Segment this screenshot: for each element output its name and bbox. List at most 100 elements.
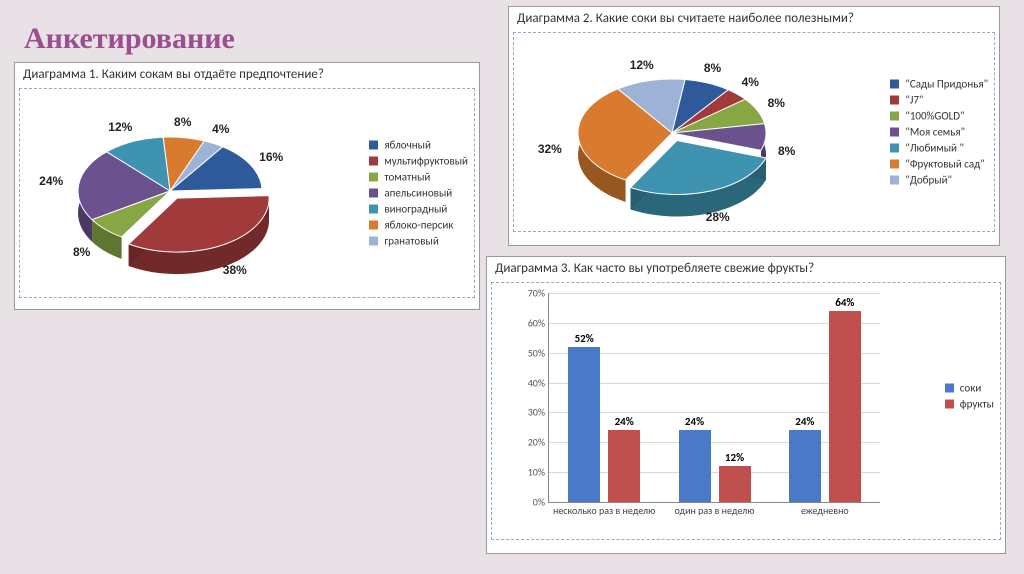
- legend-label: фрукты: [960, 397, 994, 410]
- legend-swatch: [369, 237, 378, 246]
- bar: 24%: [679, 430, 711, 502]
- pie-legend: яблочный мультифруктовый томатный апельсино…: [369, 136, 468, 251]
- chart2-panel: Диаграмма 2. Какие соки вы считаете наиб…: [508, 6, 1000, 246]
- legend-swatch: [890, 80, 899, 89]
- legend-label: мультифруктовый: [384, 155, 468, 168]
- legend-label: яблоко-персик: [384, 219, 453, 232]
- pie-percent-label: 12%: [630, 58, 654, 72]
- legend-item: гранатовый: [369, 235, 468, 248]
- ytick-label: 40%: [528, 376, 545, 389]
- legend-item: "Сады Придонья": [890, 78, 988, 91]
- pie-percent-label: 38%: [223, 263, 247, 277]
- chart2-title: Диаграмма 2. Какие соки вы считаете наиб…: [509, 7, 999, 28]
- pie-percent-label: 8%: [73, 245, 90, 259]
- bar-value-label: 12%: [725, 451, 744, 464]
- legend-label: гранатовый: [384, 235, 438, 248]
- xtick-label: ежедневно: [770, 502, 880, 516]
- legend-swatch: [369, 157, 378, 166]
- legend-swatch: [890, 144, 899, 153]
- pie-percent-label: 28%: [706, 210, 730, 224]
- bar-legend: соки фрукты: [945, 378, 994, 413]
- legend-swatch: [369, 221, 378, 230]
- legend-label: виноградный: [384, 203, 447, 216]
- legend-swatch: [890, 176, 899, 185]
- chart1-title: Диаграмма 1. Каким сокам вы отдаёте пред…: [15, 63, 479, 84]
- legend-swatch: [945, 383, 954, 392]
- legend-item: "J7": [890, 94, 988, 107]
- pie-percent-label: 4%: [742, 75, 759, 89]
- bar-value-label: 24%: [685, 415, 704, 428]
- pie-percent-label: 24%: [39, 174, 63, 188]
- legend-label: "100%GOLD": [905, 110, 964, 123]
- gridline: [549, 293, 880, 294]
- chart3-panel: Диаграмма 3. Как часто вы употребляете с…: [486, 256, 1006, 554]
- pie-percent-label: 8%: [768, 96, 785, 110]
- bar-value-label: 64%: [835, 296, 854, 309]
- ytick-label: 50%: [528, 346, 545, 359]
- chart2-box: 8% 4% 8% 8% 28% 32% 12% "Сады Придонья" "J7" "100…: [513, 32, 995, 232]
- legend-item: "Добрый": [890, 174, 988, 187]
- legend-label: яблочный: [384, 139, 431, 152]
- legend-item: "100%GOLD": [890, 110, 988, 123]
- legend-item: "Фруктовый сад": [890, 158, 988, 171]
- pie-percent-label: 8%: [778, 144, 795, 158]
- legend-label: соки: [960, 381, 982, 394]
- page-title: Анкетирование: [24, 22, 235, 56]
- bar-plot-area: 0%10%20%30%40%50%60%70%несколько раз в н…: [548, 293, 880, 503]
- legend-item: томатный: [369, 171, 468, 184]
- legend-swatch: [369, 205, 378, 214]
- bar-value-label: 24%: [615, 415, 634, 428]
- legend-swatch: [890, 96, 899, 105]
- pie-legend: "Сады Придонья" "J7" "100%GOLD" "Моя семья"…: [890, 75, 988, 190]
- bar-value-label: 24%: [795, 415, 814, 428]
- pie-percent-label: 8%: [174, 115, 191, 129]
- legend-item: "Моя семья": [890, 126, 988, 139]
- legend-label: "Добрый": [905, 174, 952, 187]
- legend-swatch: [369, 173, 378, 182]
- xtick-label: несколько раз в неделю: [549, 502, 659, 516]
- chart3-title: Диаграмма 3. Как часто вы употребляете с…: [487, 257, 1005, 278]
- chart3-box: 0% 10% 20% 30% 40% 50% 60% 70% несколько раз в н…: [491, 282, 1001, 540]
- bar: 64%: [829, 311, 861, 502]
- legend-swatch: [890, 112, 899, 121]
- legend-label: "Фруктовый сад": [905, 158, 984, 171]
- chart1-box: 16% 38% 8% 24% 12% 8% 4% яблочный мультифруктовы…: [19, 88, 475, 298]
- pie-percent-label: 8%: [704, 61, 721, 75]
- legend-label: апельсиновый: [384, 187, 452, 200]
- pie-percent-label: 32%: [538, 142, 562, 156]
- legend-swatch: [369, 141, 378, 150]
- legend-item: "Любимый ": [890, 142, 988, 155]
- legend-item: яблочный: [369, 139, 468, 152]
- bar: 12%: [719, 466, 751, 502]
- ytick-label: 30%: [528, 406, 545, 419]
- chart1-panel: Диаграмма 1. Каким сокам вы отдаёте пред…: [14, 62, 480, 310]
- legend-item: апельсиновый: [369, 187, 468, 200]
- legend-swatch: [890, 160, 899, 169]
- bar-value-label: 52%: [575, 332, 594, 345]
- ytick-label: 0%: [533, 496, 545, 509]
- legend-item: соки: [945, 381, 994, 394]
- legend-item: мультифруктовый: [369, 155, 468, 168]
- legend-label: "Моя семья": [905, 126, 965, 139]
- pie-percent-label: 16%: [259, 150, 283, 164]
- ytick-label: 10%: [528, 466, 545, 479]
- legend-item: фрукты: [945, 397, 994, 410]
- legend-label: "J7": [905, 94, 923, 107]
- legend-item: виноградный: [369, 203, 468, 216]
- bar: 52%: [568, 347, 600, 502]
- legend-swatch: [369, 189, 378, 198]
- legend-label: "Любимый ": [905, 142, 963, 155]
- xtick-label: один раз в неделю: [659, 502, 769, 516]
- ytick-label: 60%: [528, 316, 545, 329]
- legend-item: яблоко-персик: [369, 219, 468, 232]
- pie-percent-label: 12%: [108, 120, 132, 134]
- legend-label: "Сады Придонья": [905, 78, 988, 91]
- legend-swatch: [890, 128, 899, 137]
- legend-label: томатный: [384, 171, 430, 184]
- bar: 24%: [789, 430, 821, 502]
- ytick-label: 20%: [528, 436, 545, 449]
- bar: 24%: [608, 430, 640, 502]
- pie-percent-label: 4%: [212, 122, 229, 136]
- ytick-label: 70%: [528, 287, 545, 300]
- legend-swatch: [945, 399, 954, 408]
